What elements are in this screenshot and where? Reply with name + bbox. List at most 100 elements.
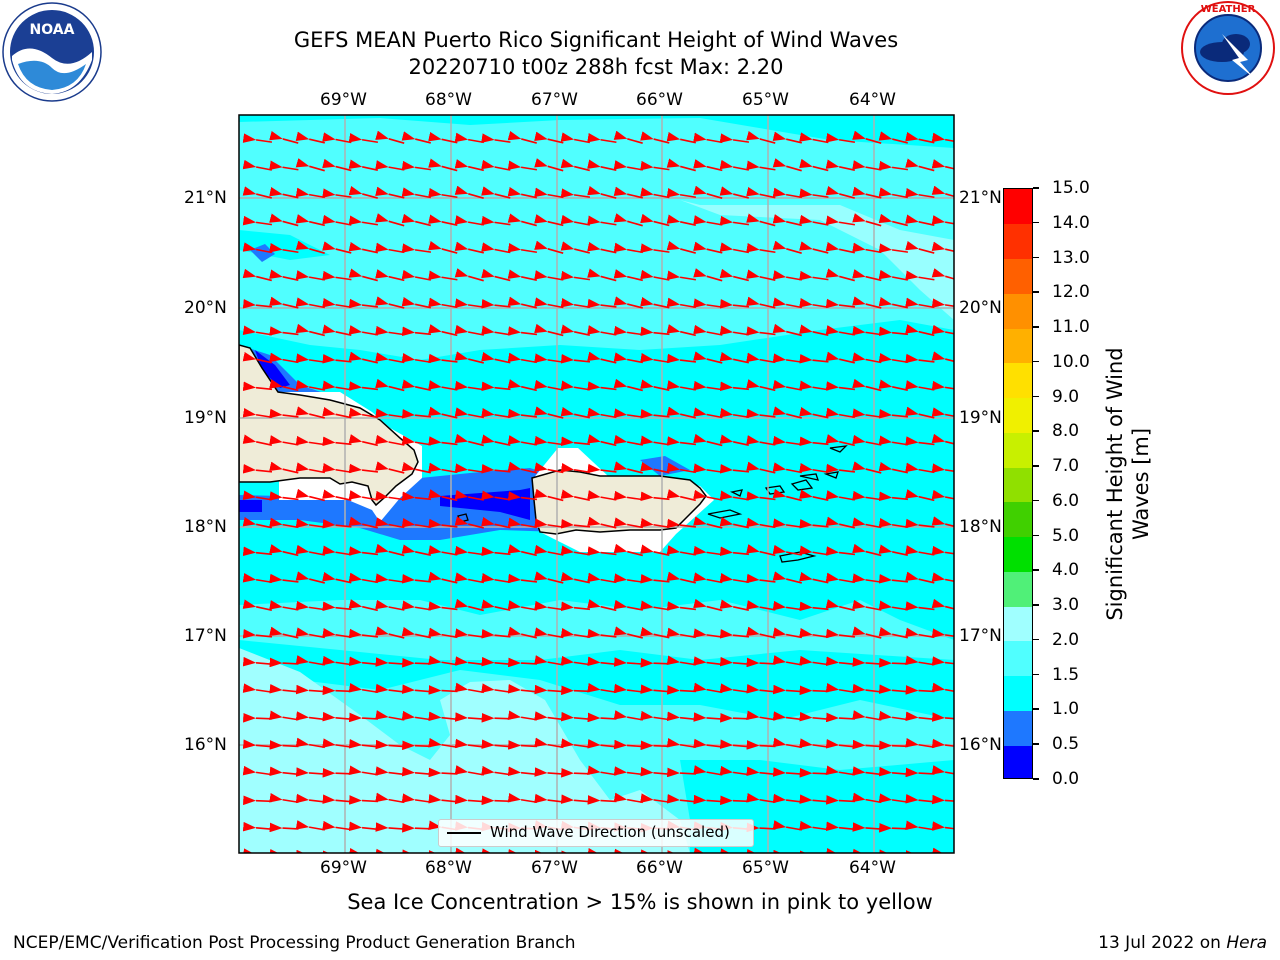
colorbar-tick-mark xyxy=(1033,187,1039,189)
map-frame xyxy=(238,114,955,854)
wave-direction-arrow xyxy=(295,353,326,363)
wave-direction-arrow xyxy=(746,710,776,721)
wave-direction-arrow xyxy=(746,544,776,557)
wave-direction-arrow xyxy=(322,628,352,639)
wave-direction-arrow xyxy=(587,656,617,667)
wave-direction-arrow xyxy=(852,626,882,639)
wave-direction-arrow xyxy=(825,795,856,805)
wave-direction-arrow xyxy=(878,684,909,694)
wave-direction-arrow xyxy=(799,158,829,172)
wave-direction-arrow xyxy=(454,794,485,805)
wave-direction-arrow xyxy=(375,186,405,199)
colorbar-tick-mark xyxy=(1033,395,1039,398)
wave-direction-arrow xyxy=(720,712,750,723)
wave-direction-arrow xyxy=(852,213,882,227)
wave-direction-arrow xyxy=(560,794,591,804)
wave-direction-arrow xyxy=(295,435,326,446)
wave-direction-arrow xyxy=(243,712,273,723)
wave-direction-arrow xyxy=(401,213,431,227)
wave-direction-arrow xyxy=(666,655,697,666)
wave-direction-arrow xyxy=(348,351,378,364)
wave-direction-arrow xyxy=(905,489,935,502)
wave-field-band xyxy=(255,350,290,388)
wave-direction-arrow xyxy=(693,516,723,529)
wave-direction-arrow xyxy=(454,433,484,447)
colorbar-segment xyxy=(1004,745,1032,778)
wave-direction-arrow xyxy=(719,765,750,776)
wave-direction-arrow xyxy=(640,684,670,694)
wave-direction-arrow xyxy=(242,325,273,336)
wave-direction-arrow xyxy=(640,710,670,721)
colorbar-tick-mark xyxy=(1033,778,1039,780)
colorbar-tick-mark xyxy=(1033,569,1039,571)
wave-direction-arrow xyxy=(799,436,829,447)
wave-direction-arrow xyxy=(666,711,697,722)
wave-direction-arrow xyxy=(852,296,882,309)
wave-direction-arrow xyxy=(481,268,511,282)
wave-direction-arrow xyxy=(905,353,935,364)
wave-direction-arrow xyxy=(666,406,696,419)
wave-direction-arrow xyxy=(931,765,954,775)
wave-direction-arrow xyxy=(322,380,352,391)
wave-direction-arrow xyxy=(242,299,273,309)
wave-direction-arrow xyxy=(428,489,458,502)
lon-label-bottom: 65°W xyxy=(742,858,789,878)
wave-direction-arrow xyxy=(878,793,909,803)
colorbar-segment xyxy=(1004,293,1032,329)
wave-direction-arrow xyxy=(534,571,564,584)
colorbar-tick-mark xyxy=(1033,465,1039,467)
wave-direction-arrow xyxy=(348,516,378,529)
wave-direction-arrow xyxy=(560,241,590,254)
wave-direction-arrow xyxy=(295,571,325,584)
wave-direction-arrow xyxy=(666,850,681,853)
wave-direction-arrow xyxy=(401,326,432,337)
wave-direction-arrow xyxy=(719,546,750,557)
wave-direction-arrow xyxy=(693,241,723,254)
colorbar-tick-label: 10.0 xyxy=(1052,351,1090,372)
wave-direction-arrow xyxy=(587,463,617,474)
colorbar-segment xyxy=(1004,223,1032,259)
wave-direction-arrow xyxy=(375,626,405,639)
wave-direction-arrow xyxy=(560,298,591,309)
wave-direction-arrow xyxy=(799,188,829,198)
wave-direction-arrow xyxy=(507,544,537,557)
wave-direction-arrow xyxy=(931,847,946,853)
wave-direction-arrow xyxy=(640,766,670,777)
wave-direction-arrow xyxy=(905,767,935,778)
wave-direction-arrow xyxy=(401,131,431,144)
wave-direction-arrow xyxy=(401,518,432,529)
wave-direction-arrow xyxy=(507,379,537,392)
wave-direction-arrow xyxy=(746,740,776,750)
wave-direction-arrow xyxy=(772,323,802,337)
wave-direction-arrow xyxy=(242,546,273,557)
wave-field-band xyxy=(239,115,954,148)
wave-direction-arrow xyxy=(561,685,591,696)
wave-direction-arrow xyxy=(772,518,803,528)
wave-direction-arrow xyxy=(560,380,591,391)
wave-direction-arrow xyxy=(242,683,273,693)
wave-direction-arrow xyxy=(507,243,538,254)
wave-direction-arrow xyxy=(587,133,617,144)
wave-direction-arrow xyxy=(242,573,273,584)
wave-direction-arrow xyxy=(560,354,591,364)
wave-direction-arrow xyxy=(375,543,405,557)
wave-direction-arrow xyxy=(534,131,564,144)
wave-direction-arrow xyxy=(799,820,829,831)
wave-direction-arrow xyxy=(693,545,723,556)
colorbar-tick-label: 3.0 xyxy=(1052,595,1080,616)
wave-direction-arrow xyxy=(931,380,954,391)
wave-direction-arrow xyxy=(269,766,299,777)
wave-direction-arrow xyxy=(481,795,511,806)
wave-direction-arrow xyxy=(428,436,458,446)
wave-direction-arrow xyxy=(402,822,432,833)
wave-direction-arrow xyxy=(852,378,882,392)
wave-direction-arrow xyxy=(931,598,954,610)
wave-direction-arrow xyxy=(693,433,723,447)
wave-direction-arrow xyxy=(931,433,954,445)
wave-direction-arrow xyxy=(242,848,257,853)
wave-direction-arrow xyxy=(534,684,564,695)
wave-direction-arrow xyxy=(613,626,643,639)
wave-direction-arrow xyxy=(348,185,378,199)
wave-direction-arrow xyxy=(348,628,379,639)
wave-direction-arrow xyxy=(931,241,954,253)
